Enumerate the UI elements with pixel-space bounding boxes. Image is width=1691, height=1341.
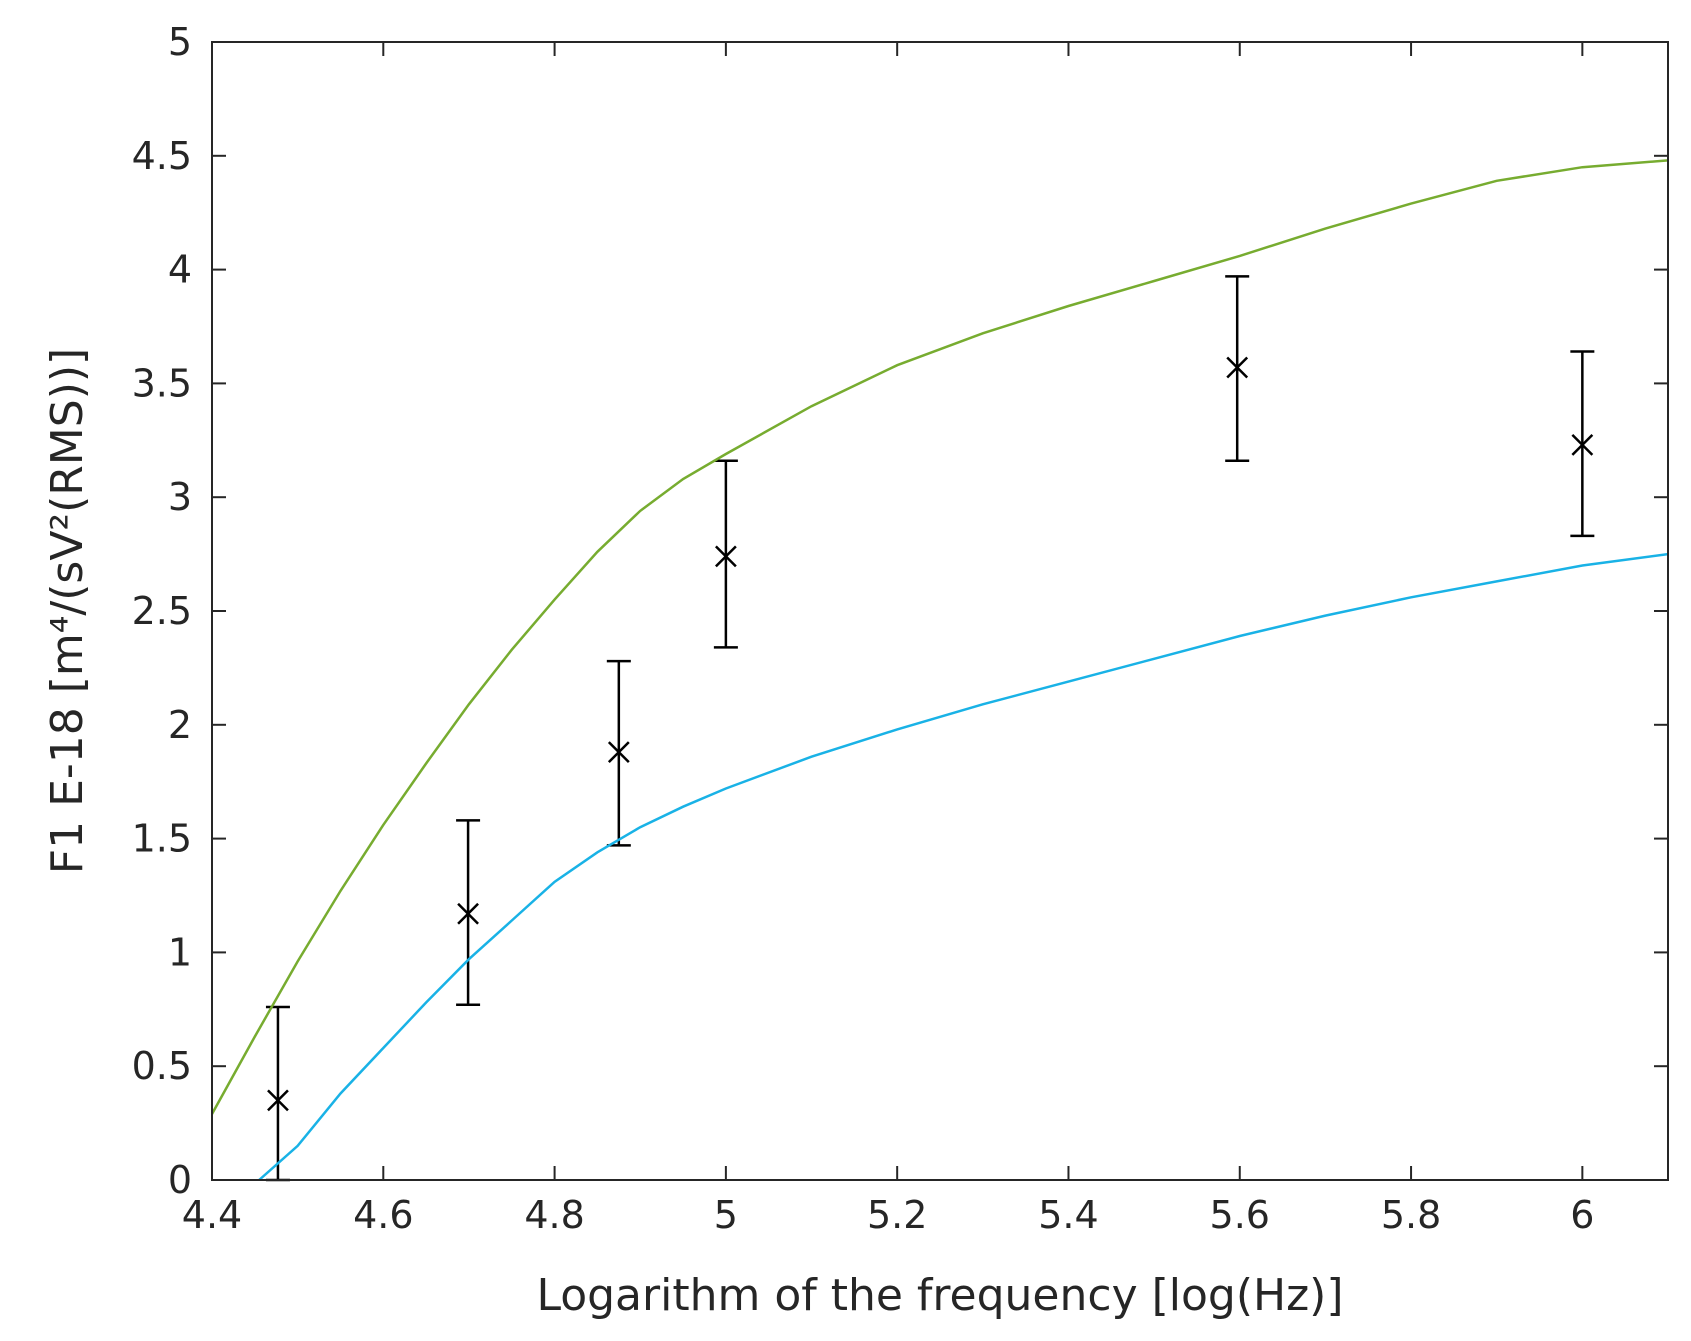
y-tick-label: 0.5 [132,1044,192,1088]
y-tick-label: 1 [168,930,192,974]
data-point-3 [606,659,631,847]
x-marker-stroke-2 [1571,433,1594,456]
plot-area [212,159,1668,1182]
x-axis-label: Logarithm of the frequency [log(Hz)] [536,1270,1343,1321]
x-tick-label: 4.4 [182,1193,242,1237]
y-tick-label: 2.5 [132,589,192,633]
data-point-4 [713,459,738,649]
y-tick-label: 2 [168,703,192,747]
series-line-lower-curve [258,552,1668,1180]
y-tick-label: 5 [168,20,192,64]
x-tick-label: 5.8 [1381,1193,1441,1237]
x-tick-label: 5.6 [1210,1193,1270,1237]
x-marker-stroke-2 [714,545,737,568]
x-tick-label: 5.2 [867,1193,927,1237]
y-tick-label: 3 [168,475,192,519]
series-line-upper-curve [212,159,1668,1115]
x-marker-stroke-2 [607,741,630,763]
y-tick-label: 3.5 [132,361,192,405]
y-tick-label: 4 [168,248,192,292]
axes: 4.4 4.6 4.8 5 5.2 5.4 5.6 5.8 6 0 0.5 1 1.5 2 2.5 3 3.5 4… [132,20,1669,1237]
x-tick-label: 4.8 [524,1193,584,1237]
x-tick-label: 5 [714,1193,738,1237]
x-tick-label: 6 [1570,1193,1594,1237]
data-point-5 [1225,275,1250,463]
y-tick-label: 1.5 [132,817,192,861]
x-marker-stroke-2 [457,902,479,925]
x-tick-label: 5.4 [1038,1193,1098,1237]
x-tick-label: 4.6 [353,1193,413,1237]
data-point-6 [1570,350,1595,538]
x-marker-stroke-2 [267,1089,289,1112]
y-axis-label: F1 E-18 [m⁴/(sV²(RMS))] [42,348,93,874]
y-tick-label: 0 [168,1158,192,1202]
x-marker-stroke-2 [1226,356,1249,379]
y-tick-label: 4.5 [132,134,192,178]
data-point-2 [456,819,481,1006]
